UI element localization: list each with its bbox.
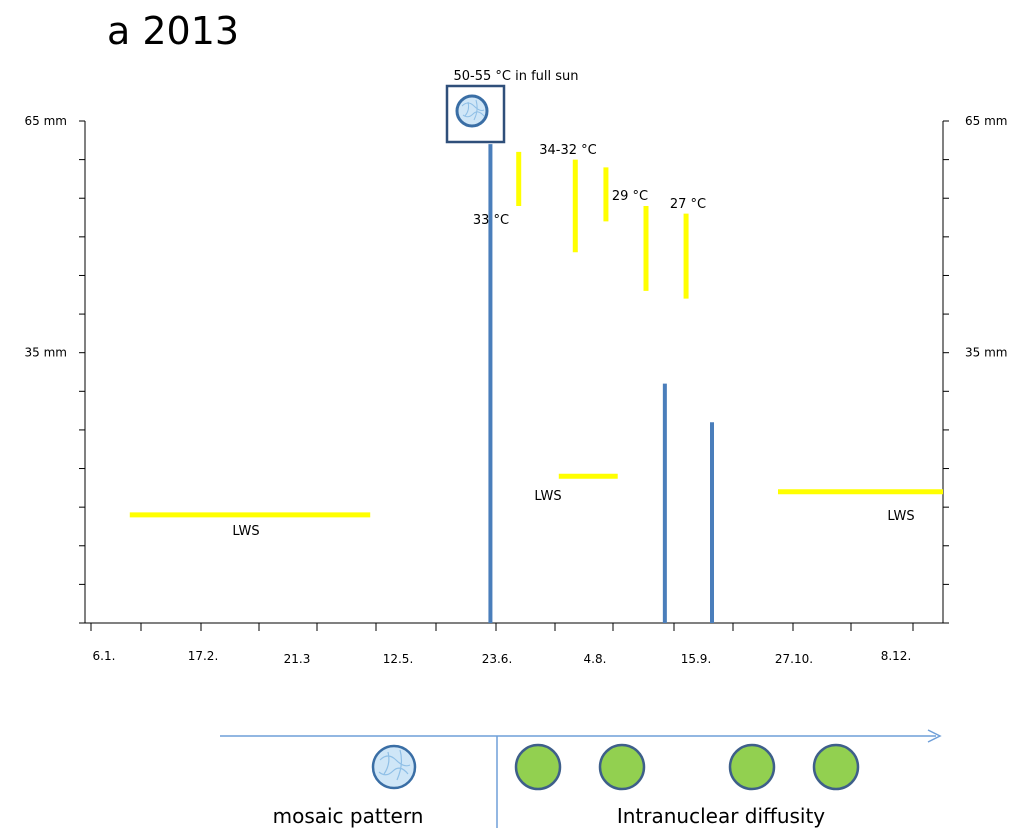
mosaic-pattern-texture — [378, 749, 411, 781]
x-tick-label: 8.12. — [881, 649, 912, 663]
x-tick-label: 12.5. — [383, 652, 414, 666]
x-tick-label: 23.6. — [482, 652, 513, 666]
timeline-arrow-head — [927, 729, 942, 743]
mosaic-icon — [455, 94, 489, 128]
x-tick-label: 17.2. — [188, 649, 219, 663]
chart-title: a 2013 — [107, 9, 239, 53]
temperature-events: 33 °C34-32 °C29 °C27 °C — [473, 143, 706, 299]
lws-label: LWS — [534, 489, 561, 504]
left-y-tick-label: 35 mm — [25, 346, 67, 360]
x-tick-label: 21.3 — [284, 652, 311, 666]
legend-circles — [371, 743, 860, 791]
temperature-label: 27 °C — [670, 197, 706, 212]
x-tick-label: 27.10. — [775, 652, 813, 666]
heat-label: 50-55 °C in full sun — [453, 69, 578, 84]
intranuclear-diffusity-label: Intranuclear diffusity — [617, 804, 825, 828]
mosaic-pattern-label: mosaic pattern — [273, 804, 424, 828]
diffusity-icon — [598, 743, 646, 791]
mosaic-texture — [461, 99, 485, 121]
x-tick-label: 15.9. — [681, 652, 712, 666]
diffusity-icon — [514, 743, 562, 791]
rainfall-bars — [488, 144, 714, 623]
symptom-legend: mosaic pattern Intranuclear diffusity — [220, 729, 942, 828]
mosaic-pattern-icon — [371, 744, 417, 790]
right-y-tick-label: 65 mm — [965, 114, 1007, 128]
temperature-label: 29 °C — [612, 189, 648, 204]
diffusity-icon — [728, 743, 776, 791]
x-tick-label: 4.8. — [584, 652, 607, 666]
lws-label: LWS — [232, 524, 259, 539]
lws-periods: LWS LWS LWS — [129, 473, 943, 539]
temperature-label: 34-32 °C — [539, 143, 596, 158]
diffusity-icon — [812, 743, 860, 791]
right-y-tick-label: 35 mm — [965, 346, 1007, 360]
x-tick-label: 6.1. — [93, 649, 116, 663]
mosaic-marker: 50-55 °C in full sun — [445, 69, 579, 144]
left-y-tick-label: 65 mm — [25, 114, 67, 128]
lws-label: LWS — [887, 509, 914, 524]
axes: 35 mm 35 mm 65 mm 65 mm 6.1. 17.2. 21.3 12.5. 23… — [25, 114, 1008, 666]
